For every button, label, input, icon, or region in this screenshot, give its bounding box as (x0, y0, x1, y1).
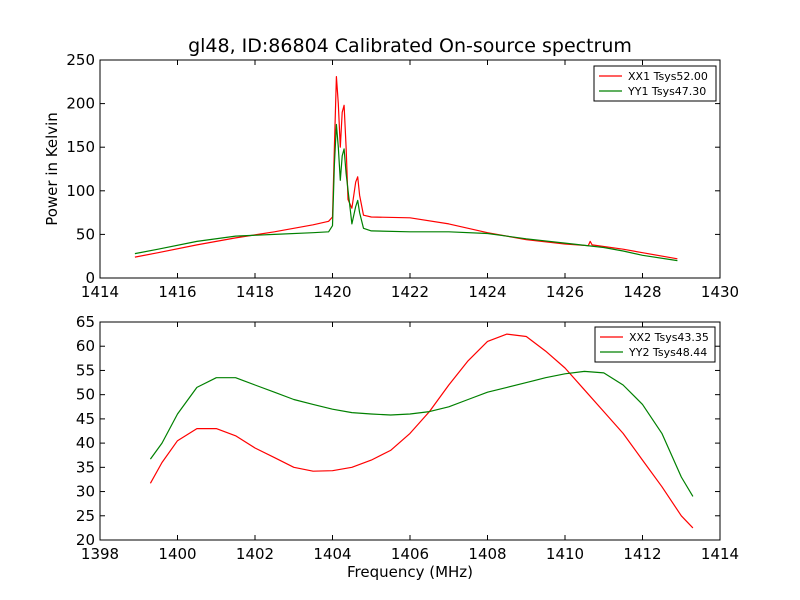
spectrum-panel-bottom: 1398 1400 1402 1404 1406 1408 1410 1412 1414 20 25… (76, 313, 739, 581)
x-tick-label: 1412 (623, 545, 661, 563)
y-tick-label: 150 (66, 138, 95, 156)
legend-box (594, 326, 716, 363)
x-tick-label: 1400 (158, 545, 196, 563)
x-tick-label: 1402 (236, 545, 274, 563)
y-tick-label: 50 (76, 386, 95, 404)
x-axis-label: Frequency (MHz) (347, 563, 473, 581)
chart-title: gl48, ID:86804 Calibrated On-source spec… (188, 35, 632, 57)
legend-box (593, 65, 717, 102)
y-tick-label: 100 (66, 182, 95, 200)
x-tick-label: 1406 (391, 545, 429, 563)
y-tick-label: 30 (76, 483, 95, 501)
y-tick-label: 65 (76, 313, 95, 331)
series-line-yy2 (149, 370, 694, 497)
series-line-xx2 (149, 333, 694, 529)
x-tick-label: 1424 (468, 283, 506, 301)
y-tick-label: 25 (76, 507, 95, 525)
series-line-yy1 (134, 123, 678, 262)
x-tick-label: 1420 (313, 283, 351, 301)
y-tick-label: 45 (76, 410, 95, 428)
legend-label: XX1 Tsys52.00 (628, 70, 708, 83)
x-tick-label: 1416 (158, 283, 196, 301)
x-tick-label: 1428 (623, 283, 661, 301)
legend-label: YY2 Tsys48.44 (628, 346, 707, 359)
x-tick-label: 1414 (81, 283, 119, 301)
x-tick-label: 1410 (546, 545, 584, 563)
y-tick-label: 50 (76, 225, 95, 243)
y-tick-label: 35 (76, 458, 95, 476)
x-tick-label: 1414 (701, 545, 739, 563)
x-tick-label: 1418 (236, 283, 274, 301)
x-tick-label: 1422 (391, 283, 429, 301)
x-tick-label: 1430 (701, 283, 739, 301)
y-axis-label: Power in Kelvin (43, 112, 61, 226)
y-tick-label: 40 (76, 434, 95, 452)
y-tick-label: 250 (66, 51, 95, 69)
spectrum-panel-top: 1414 1416 1418 1420 1422 1424 1426 1428 1430 0 50 1… (43, 51, 739, 301)
y-tick-label: 0 (85, 269, 95, 287)
y-tick-label: 200 (66, 95, 95, 113)
x-tick-label: 1398 (81, 545, 119, 563)
x-tick-label: 1426 (546, 283, 584, 301)
y-tick-label: 20 (76, 531, 95, 549)
y-tick-label: 55 (76, 361, 95, 379)
y-tick-label: 60 (76, 337, 95, 355)
legend-label: XX2 Tsys43.35 (629, 331, 709, 344)
x-tick-label: 1408 (468, 545, 506, 563)
x-tick-label: 1404 (313, 545, 351, 563)
legend: XX1 Tsys52.00 YY1 Tsys47.30 (593, 65, 717, 102)
legend-label: YY1 Tsys47.30 (627, 85, 706, 98)
legend: XX2 Tsys43.35 YY2 Tsys48.44 (594, 326, 716, 363)
